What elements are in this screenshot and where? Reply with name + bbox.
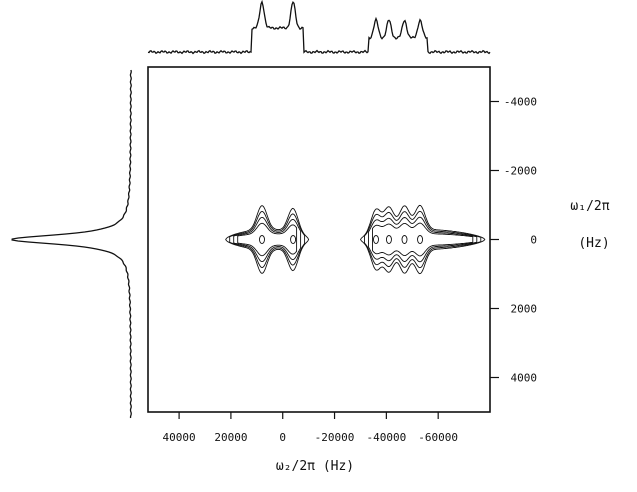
contour-line [372,222,474,257]
contour-peak [386,235,392,244]
contour-line [368,216,478,263]
x-tick-label: -60000 [418,431,458,444]
contour-peak [417,235,423,244]
contour-line [229,211,306,268]
x-axis-label: ω₂/2π (Hz) [276,459,354,474]
x-tick-label: 20000 [214,431,247,444]
contour-line [237,222,298,257]
side-projection-trace [11,69,132,419]
contour-line [359,204,486,275]
x-tick-label: 40000 [163,431,196,444]
contour-peak [401,235,408,244]
plot-frame [147,66,491,413]
y-tick-label: -4000 [504,96,537,109]
top-projection-spectrum [147,0,491,55]
y-axis-label-units: (Hz) [578,236,609,251]
y-axis-label: ω₁/2π [570,199,609,214]
contour-peak [259,235,265,244]
top-projection-trace [147,0,491,55]
y-tick-label: 4000 [511,372,538,385]
y-tick-label: 2000 [511,303,538,316]
contour-plot [225,204,486,275]
y-tick-label: 0 [530,234,537,247]
x-tick-label: -20000 [315,431,355,444]
contour-line [233,216,302,263]
contour-peak [290,235,297,244]
y-tick-label: -2000 [504,165,537,178]
x-axis-ticks: 40000 20000 0 -20000 -40000 -60000 [163,412,458,444]
contour-line [225,205,310,274]
y-axis-ticks: -4000 -2000 0 2000 4000 [490,96,537,385]
contour-line [364,210,482,269]
side-projection-spectrum [11,69,132,419]
contour-peak [373,235,379,244]
x-tick-label: -40000 [366,431,406,444]
x-tick-label: 0 [279,431,286,444]
